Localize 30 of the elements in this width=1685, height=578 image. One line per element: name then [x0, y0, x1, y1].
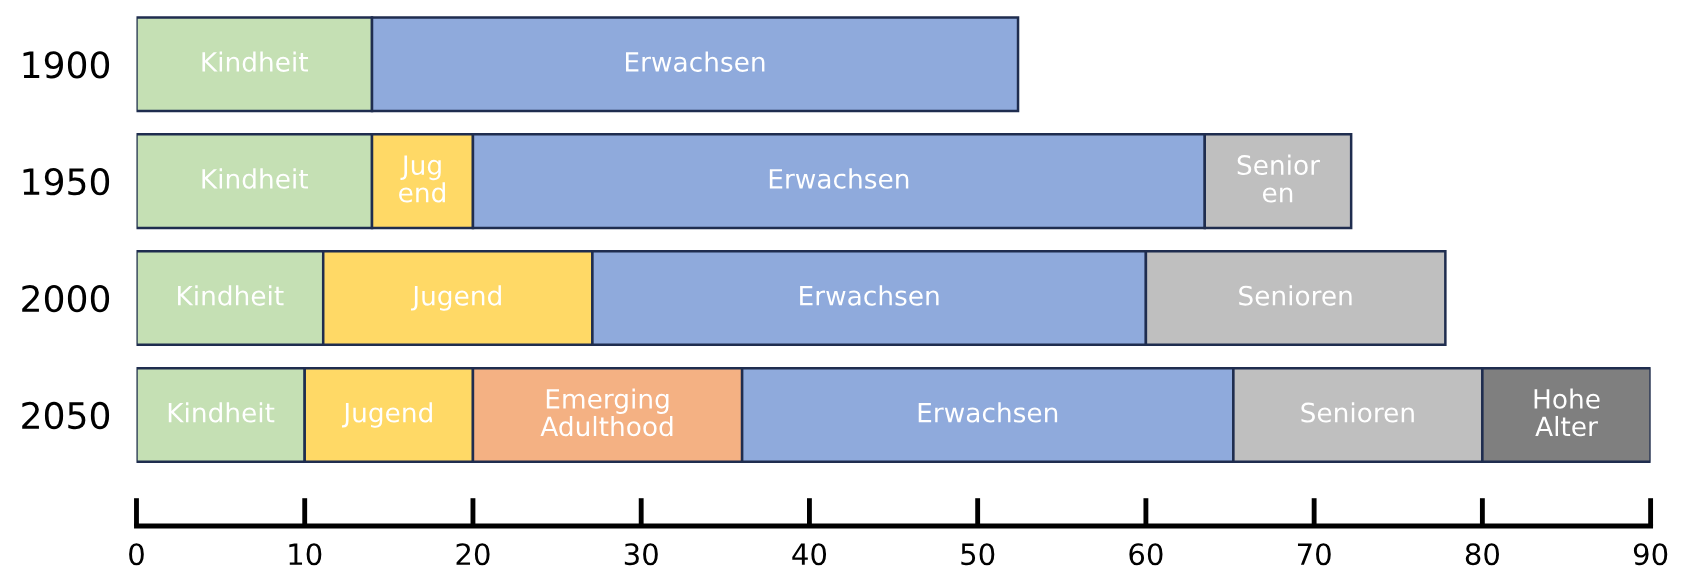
data-label: Kindheit [168, 402, 275, 423]
data-label: Kindheit [202, 168, 308, 189]
data-label: Jugend [341, 402, 432, 428]
data-label: Erwachsen [800, 285, 939, 306]
x-tick-label: 60 [1129, 543, 1163, 566]
data-label: Senioren [1301, 402, 1414, 423]
data-label: Hohe Alter [1534, 388, 1600, 437]
data-label: Jug end [399, 155, 445, 203]
data-label: Kindheit [202, 51, 308, 72]
y-tick-label: 1900 [23, 51, 110, 79]
data-label: Jugend [410, 285, 501, 311]
x-tick-label: 80 [1465, 543, 1499, 566]
data-label: Erwachsen [769, 168, 909, 189]
y-tick-label: 1950 [23, 168, 110, 196]
data-label: Erwachsen [626, 51, 765, 72]
data-label: Senior en [1237, 154, 1320, 203]
x-tick-label: 50 [961, 543, 995, 566]
data-label: Emerging Adulthood [540, 388, 673, 437]
x-tick-label: 10 [289, 543, 322, 566]
y-tick-label: 2000 [22, 284, 110, 313]
x-tick-label: 30 [624, 543, 658, 566]
data-label: Senioren [1239, 285, 1352, 306]
x-tick-label: 20 [456, 543, 490, 566]
data-label: Erwachsen [918, 402, 1058, 423]
data-label: Kindheit [178, 285, 284, 306]
x-tick-label: 40 [792, 543, 827, 566]
x-tick-label: 70 [1297, 543, 1331, 566]
y-tick-label: 2050 [22, 401, 110, 430]
x-tick-label: 90 [1633, 543, 1668, 566]
x-tick-label: 0 [129, 543, 144, 566]
